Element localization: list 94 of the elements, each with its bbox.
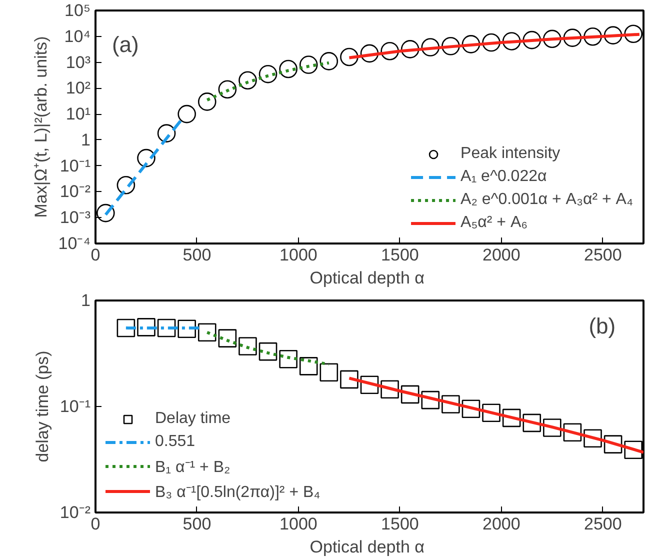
y-axis-title: delay time (ps) [32,350,52,462]
point [462,400,480,418]
point [320,363,338,382]
x-tick-label: 500 [182,246,212,264]
legend-label: 0.551 [155,433,196,451]
y-tick-label: 10⁻⁴ [58,234,91,253]
point [543,418,562,437]
point [624,440,642,459]
point [218,80,237,98]
point [360,44,379,63]
point [238,71,257,90]
point [340,370,358,389]
point [137,148,156,168]
annotation: (a) [112,32,139,58]
point [157,124,176,142]
point [178,320,196,338]
point [299,357,318,376]
x-tick-label: 1500 [381,246,419,264]
point [462,35,480,54]
point [584,27,602,46]
x-tick-label: 500 [182,514,212,534]
point [502,408,521,428]
legend-label: B₃ α⁻¹[0.5ln(2πα)]² + B₄ [155,483,320,502]
y-tick-label: 10⁻² [60,503,91,522]
point [279,350,298,368]
y-tick-label: 1 [81,130,91,150]
line-series [206,61,330,102]
x-tick-label: 2500 [584,514,622,534]
point [442,395,460,414]
point [320,52,338,70]
y-tick-label: 10⁻² [60,182,91,202]
point [279,60,298,78]
point [482,404,500,422]
legend-label: A₂ e^0.001α + A₃α² + A₄ [460,191,633,209]
point [604,435,622,454]
point [563,423,582,442]
x-tick-label: 2500 [584,246,622,264]
x-tick-label: 1500 [381,514,419,534]
point [157,318,176,338]
point [198,323,216,342]
legend-label: A₁ e^0.022α [460,168,547,186]
legend-label: Delay time [155,410,231,428]
point [442,37,460,56]
point [178,104,196,124]
x-tick-label: 1000 [280,246,318,264]
point [340,48,358,66]
x-axis-title: Optical depth α [310,538,425,556]
point [563,28,582,47]
y-tick-label: 10² [66,78,91,98]
legend-label: B₁ α⁻¹ + B₂ [155,458,230,477]
point [198,92,216,111]
point [400,385,420,404]
point [380,42,399,60]
y-tick-label: 10⁻³ [60,208,91,228]
x-tick-label: 1000 [280,514,318,534]
y-tick-label: 10⁴ [64,26,91,46]
point [502,32,521,50]
x-tick-label: 0 [90,514,100,534]
point [522,30,542,50]
y-tick-label: 1 [81,291,91,310]
point [116,176,136,194]
y-tick-label: 10⁻¹ [60,156,91,176]
x-tick-label: 2000 [482,246,520,264]
point [543,30,562,48]
point [137,318,156,336]
point [421,38,440,56]
point [299,56,318,74]
point [400,40,420,58]
point [96,204,115,222]
point [522,414,542,432]
point [584,429,602,448]
annotation: (b) [588,314,616,339]
y-tick-label: 10³ [66,52,91,72]
point [380,380,399,399]
point [360,376,379,394]
point [238,337,257,356]
point [218,329,237,348]
y-tick-label: 10⁵ [64,1,91,20]
point [258,64,278,84]
y-tick-label: 10⁻¹ [60,397,91,416]
point [421,390,440,410]
point [604,26,622,44]
x-tick-label: 2000 [482,514,520,534]
point [482,33,500,52]
point [624,24,642,44]
point [116,318,136,338]
x-axis-title: Optical depth α [310,268,425,288]
line-series [348,32,641,60]
legend-label: Peak intensity [460,145,560,163]
x-tick-label: 0 [90,246,100,264]
point [258,342,278,361]
y-axis-title: Max|Ω⁺(t, L)|²(arb. units) [31,36,50,218]
y-tick-label: 10¹ [66,104,91,124]
legend-label: A₅α² + A₆ [460,214,528,232]
